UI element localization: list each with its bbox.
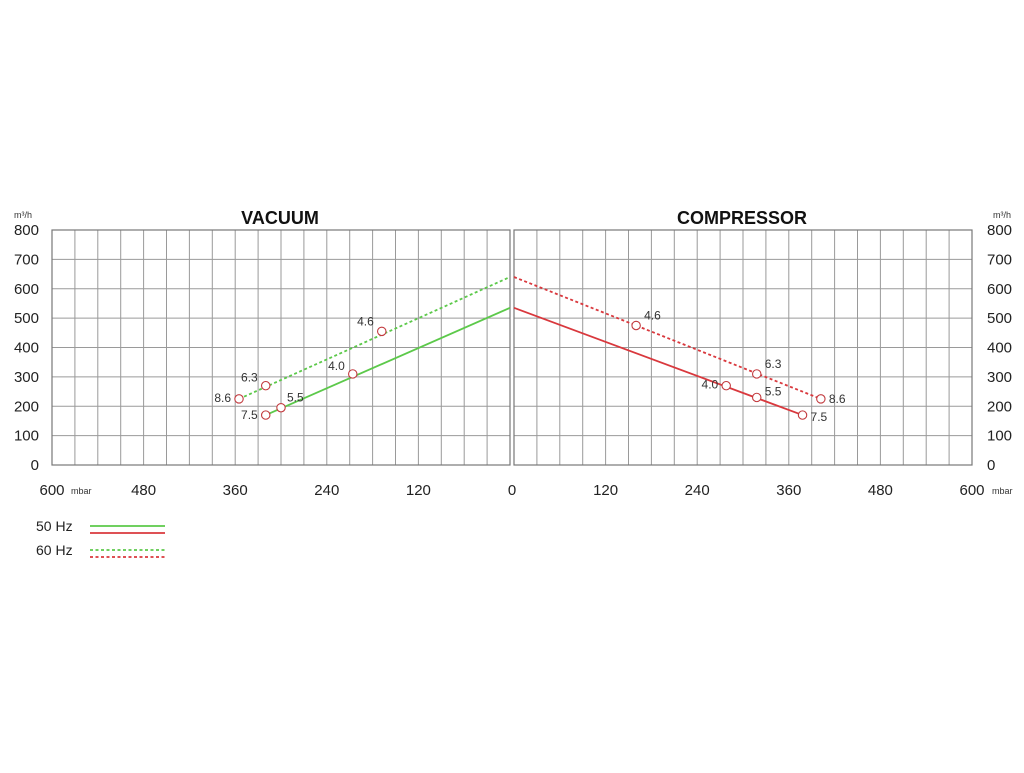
chart-title: VACUUM [241, 208, 319, 228]
y-tick-label: 700 [14, 251, 39, 268]
y-tick-label: 700 [987, 251, 1012, 268]
data-point [234, 394, 244, 404]
x-tick-label: 120 [593, 482, 618, 499]
y-tick-label: 0 [987, 457, 995, 474]
data-point [816, 394, 826, 404]
data-point-label: 4.6 [644, 308, 661, 322]
legend-label: 50 Hz [36, 518, 73, 534]
legend-label: 60 Hz [36, 542, 73, 558]
x-tick-label: 0 [508, 482, 516, 499]
y-tick-label: 500 [14, 310, 39, 327]
data-point [260, 410, 271, 420]
y-tick-label: 600 [14, 281, 39, 298]
y-tick-label: 200 [14, 398, 39, 415]
plot-frame [51, 229, 511, 466]
data-point-label: 8.6 [214, 391, 231, 405]
data-point-label: 6.3 [241, 371, 258, 385]
data-point-label: 4.6 [357, 314, 374, 328]
x-tick-label: 360 [223, 482, 248, 499]
x-tick-label: 360 [776, 482, 801, 499]
x-tick-label: 600 [959, 482, 984, 499]
y-tick-label: 100 [987, 428, 1012, 445]
x-tick-label: 120 [406, 482, 431, 499]
chart-title: COMPRESSOR [677, 208, 807, 228]
y-tick-label: 800 [14, 222, 39, 239]
data-point-label: 4.0 [702, 378, 719, 392]
y-tick-label: 800 [987, 222, 1012, 239]
data-point [797, 410, 808, 420]
data-point-label: 4.0 [328, 359, 345, 373]
data-point-label: 6.3 [765, 357, 782, 371]
y-tick-label: 400 [14, 340, 39, 357]
plot-frame [513, 229, 973, 466]
series-line [513, 276, 822, 400]
x-axis-unit: mbar [992, 486, 1013, 496]
data-point [260, 380, 271, 391]
data-point-label: 5.5 [765, 384, 782, 398]
y-tick-label: 300 [987, 369, 1012, 386]
x-tick-label: 480 [131, 482, 156, 499]
y-tick-label: 0 [31, 457, 39, 474]
data-point [721, 380, 731, 391]
data-point [276, 402, 286, 413]
y-tick-label: 100 [14, 428, 39, 445]
x-tick-label: 600 [39, 482, 64, 499]
y-axis-unit: m³/h [14, 210, 32, 220]
y-tick-label: 400 [987, 340, 1012, 357]
series-line [238, 276, 511, 400]
x-tick-label: 480 [868, 482, 893, 499]
data-point-label: 5.5 [287, 391, 304, 405]
data-point [377, 326, 387, 337]
y-tick-label: 200 [987, 398, 1012, 415]
data-point-label: 7.5 [241, 408, 258, 422]
data-point [751, 369, 762, 379]
data-point [348, 369, 358, 379]
y-tick-label: 600 [987, 281, 1012, 298]
data-point [751, 392, 762, 403]
x-axis-unit: mbar [71, 486, 92, 496]
y-tick-label: 300 [14, 369, 39, 386]
y-tick-label: 500 [987, 310, 1012, 327]
x-tick-label: 240 [685, 482, 710, 499]
data-point-label: 8.6 [829, 392, 846, 406]
series-line [265, 307, 511, 416]
x-tick-label: 240 [314, 482, 339, 499]
y-axis-unit: m³/h [993, 210, 1011, 220]
data-point-label: 7.5 [811, 410, 828, 424]
data-point [631, 320, 641, 331]
